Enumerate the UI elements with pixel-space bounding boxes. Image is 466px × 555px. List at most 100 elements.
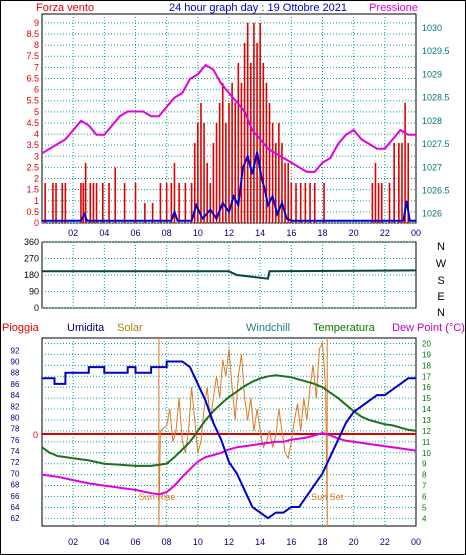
wind-x-tick: 08 — [162, 228, 172, 238]
rain-label: Pioggia — [2, 322, 40, 334]
wind-mean-line — [42, 151, 416, 222]
direction-y-tick: 270 — [24, 254, 39, 264]
compass-n-top: N — [437, 241, 445, 253]
wind-y-tick: 4.5 — [26, 118, 39, 128]
windchill-label: Windchill — [246, 322, 290, 334]
humidity-y-labels: 62 64 66 68 70 72 74 76 78 80 82 84 86 88 90 92 — [11, 346, 20, 523]
wind-y-tick: 9 — [34, 18, 39, 28]
dewpoint-line — [41, 432, 417, 496]
humidity-x-tick: 12 — [224, 537, 234, 547]
temperature-y-tick: 11 — [422, 438, 431, 447]
humidity-x-labels: 02 04 06 08 10 12 14 16 18 20 22 00 — [68, 537, 421, 547]
humidity-x-tick: 02 — [68, 537, 78, 547]
temperature-label: Temperatura — [313, 322, 376, 334]
wind-y-tick: 8.5 — [26, 29, 39, 39]
direction-y-labels: 0 90 180 270 360 — [24, 237, 39, 313]
compass-w: W — [436, 258, 447, 270]
compass-e: E — [437, 291, 444, 303]
humidity-y-tick: 64 — [11, 503, 20, 512]
direction-y-tick: 360 — [24, 237, 39, 247]
pressure-y-tick: 1029 — [422, 69, 442, 79]
temperature-y-tick: 10 — [422, 449, 431, 458]
pressure-y-tick: 1026.5 — [422, 185, 450, 195]
wind-y-tick: 5 — [34, 107, 39, 117]
pressure-line — [41, 63, 416, 173]
wind-x-tick: 22 — [380, 228, 390, 238]
temperature-y-tick: 13 — [422, 416, 431, 425]
wind-y-tick: 3 — [34, 151, 39, 161]
wind-gust-bars — [44, 22, 410, 223]
header-date: 24 hour graph day : 19 Ottobre 2021 — [169, 2, 347, 14]
temperature-y-tick: 18 — [422, 361, 431, 370]
direction-y-tick: 90 — [29, 287, 39, 297]
solar-line — [158, 341, 328, 519]
wind-direction-panel: 0 90 180 270 360 N W S E N — [24, 237, 447, 319]
humidity-y-tick: 84 — [11, 391, 20, 400]
wind-y-tick: 5.5 — [26, 96, 39, 106]
pressure-y-tick: 1028 — [422, 116, 442, 126]
humidity-y-tick: 74 — [11, 447, 20, 456]
pressure-y-tick: 1028.5 — [422, 93, 450, 103]
wind-x-labels: 02 04 06 08 10 12 14 16 18 20 22 00 — [68, 228, 421, 238]
dewpoint-label: Dew Point (°C) — [392, 322, 465, 334]
humidity-x-tick: 08 — [162, 537, 172, 547]
solar-label: Solar — [117, 322, 143, 334]
wind-y-tick: 1.5 — [26, 185, 39, 195]
temperature-y-tick: 4 — [422, 514, 427, 523]
humidity-y-tick: 66 — [11, 492, 20, 501]
humidity-label: Umidita — [67, 322, 105, 334]
humidity-y-tick: 68 — [11, 481, 20, 490]
humidity-x-tick: 10 — [193, 537, 203, 547]
pressure-y-tick: 1029.5 — [422, 46, 450, 56]
humidity-y-tick: 88 — [11, 369, 20, 378]
humidity-y-tick: 90 — [11, 358, 20, 367]
humidity-y-tick: 82 — [11, 402, 20, 411]
wind-y-tick: 2 — [34, 174, 39, 184]
temperature-y-tick: 8 — [422, 471, 427, 480]
wind-x-tick: 20 — [349, 228, 359, 238]
wind-y-tick: 2.5 — [26, 162, 39, 172]
humidity-y-tick: 62 — [11, 514, 20, 523]
sunrise-label: Sun Rise — [139, 492, 176, 502]
direction-y-tick: 0 — [34, 303, 39, 313]
temperature-y-tick: 16 — [422, 383, 431, 392]
humidity-x-tick: 20 — [349, 537, 359, 547]
header-pressure-label: Pressione — [369, 2, 418, 14]
wind-x-tick: 00 — [411, 228, 421, 238]
humidity-x-tick: 22 — [380, 537, 390, 547]
direction-panel-grid — [42, 241, 416, 309]
humidity-y-tick: 78 — [11, 425, 20, 434]
wind-y-tick: 7 — [34, 62, 39, 72]
wind-y-tick: 1 — [34, 196, 39, 206]
humidity-x-tick: 00 — [411, 537, 421, 547]
wind-x-tick: 16 — [286, 228, 296, 238]
wind-x-tick: 06 — [130, 228, 140, 238]
wind-x-tick: 18 — [317, 228, 327, 238]
humidity-y-tick: 72 — [11, 458, 20, 467]
wind-x-tick: 14 — [255, 228, 265, 238]
wind-y-tick: 8 — [34, 40, 39, 50]
humidity-y-tick: 70 — [11, 469, 20, 478]
pressure-y-tick: 1026 — [422, 209, 442, 219]
wind-pressure-panel: 00.511.52 2.533.544.555.56 6.577.588.59 10… — [26, 13, 450, 238]
humidity-x-tick: 16 — [286, 537, 296, 547]
humidity-x-tick: 14 — [255, 537, 265, 547]
temperature-y-labels: 4 5 67 8 9 10 11 12 13 14 15 16 17 18 19 20 — [422, 339, 431, 523]
wind-y-labels: 00.511.52 2.533.544.555.56 6.577.588.59 — [26, 18, 39, 228]
humidity-y-tick: 76 — [11, 436, 20, 445]
humidity-x-tick: 06 — [130, 537, 140, 547]
header-wind-label: Forza vento — [36, 2, 94, 14]
sunset-label: Sun Set — [311, 492, 344, 502]
wind-y-tick: 3.5 — [26, 140, 39, 150]
wind-direction-line — [42, 269, 417, 280]
temperature-y-tick: 12 — [422, 427, 431, 436]
wind-x-tick: 12 — [224, 228, 234, 238]
temperature-y-tick: 5 — [422, 503, 427, 512]
wind-y-tick: 6.5 — [26, 73, 39, 83]
temperature-y-tick: 20 — [422, 339, 431, 348]
wind-x-tick: 04 — [99, 228, 109, 238]
pressure-y-tick: 1027 — [422, 162, 442, 172]
temperature-y-tick: 9 — [422, 460, 427, 469]
humidity-y-tick: 92 — [11, 346, 20, 355]
